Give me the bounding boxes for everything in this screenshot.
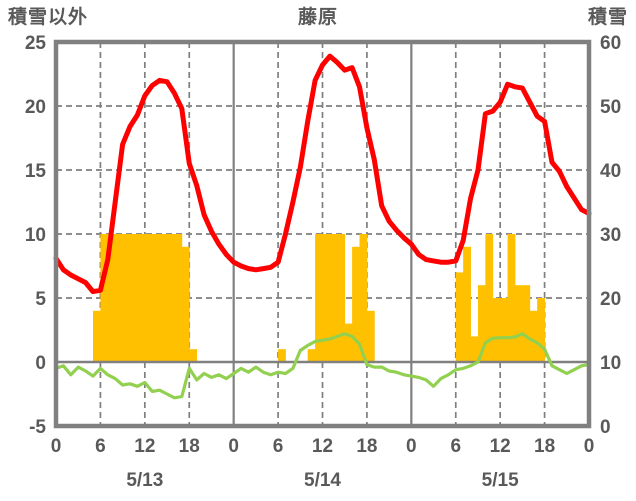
x-axis-tick: 12 (312, 436, 333, 457)
date-label: 5/14 (304, 470, 341, 491)
bar (167, 234, 175, 362)
left-axis-tick: 25 (25, 33, 47, 54)
bar (352, 246, 360, 362)
red-line (53, 53, 592, 295)
bar (278, 349, 286, 362)
green-line (54, 332, 591, 400)
bar (514, 285, 523, 362)
bar (315, 234, 323, 362)
bar (463, 246, 471, 362)
bar (359, 234, 368, 362)
bar (477, 285, 486, 362)
left-axis-tick: 20 (25, 97, 46, 118)
bar (189, 349, 198, 362)
right-axis-tick: 10 (600, 353, 621, 374)
left-axis-tick: -5 (29, 417, 46, 438)
bar (337, 234, 346, 362)
x-axis-tick: 0 (406, 436, 417, 457)
bar (344, 323, 353, 362)
bar (492, 298, 501, 362)
bar (322, 234, 331, 362)
left-axis-tick: 5 (35, 289, 46, 310)
right-axis-tick: 50 (600, 97, 621, 118)
bar (144, 234, 153, 362)
right-axis-tick: 20 (600, 289, 621, 310)
bar (470, 336, 479, 362)
right-axis-tick: 0 (600, 417, 611, 438)
bar (130, 234, 138, 362)
x-axis-tick: 12 (134, 436, 155, 457)
right-axis-tick: 60 (600, 33, 621, 54)
bar (500, 298, 508, 362)
x-axis-tick: 18 (179, 436, 200, 457)
date-label: 5/15 (482, 470, 519, 491)
chart-title: 藤原 (297, 7, 338, 28)
left-axis-tick: 15 (25, 161, 47, 182)
bar (522, 285, 531, 362)
right-axis-title: 積雪 (587, 7, 628, 28)
bar (455, 272, 464, 362)
x-axis-tick: 0 (228, 436, 239, 457)
bar (307, 349, 316, 362)
date-label: 5/13 (126, 470, 163, 491)
plot-border (53, 39, 592, 429)
x-axis-tick: 6 (95, 436, 106, 457)
left-axis-tick: 0 (35, 353, 46, 374)
bar (100, 234, 109, 362)
x-axis-tick: 18 (356, 436, 377, 457)
bar (115, 234, 124, 362)
bar (122, 234, 131, 362)
bar (159, 234, 168, 362)
bar (507, 234, 516, 362)
bar (174, 234, 183, 362)
orange-bars (93, 234, 545, 362)
bar (152, 234, 161, 362)
right-axis-tick: 40 (600, 161, 621, 182)
bar (537, 298, 545, 362)
bar (366, 310, 375, 362)
x-axis-tick: 0 (584, 436, 595, 457)
bar (329, 234, 338, 362)
x-axis-tick: 12 (490, 436, 511, 457)
bar (181, 246, 190, 362)
bar (93, 310, 101, 362)
right-axis-tick: 30 (600, 225, 621, 246)
left-axis-tick: 10 (25, 225, 46, 246)
x-axis-tick: 0 (51, 436, 62, 457)
bar (137, 234, 146, 362)
bar (485, 234, 494, 362)
left-axis-title: 積雪以外 (8, 7, 89, 28)
x-axis-tick: 6 (450, 436, 461, 457)
bar (107, 234, 116, 362)
x-axis-tick: 18 (534, 436, 555, 457)
x-axis-tick: 6 (273, 436, 284, 457)
bar (529, 310, 538, 362)
